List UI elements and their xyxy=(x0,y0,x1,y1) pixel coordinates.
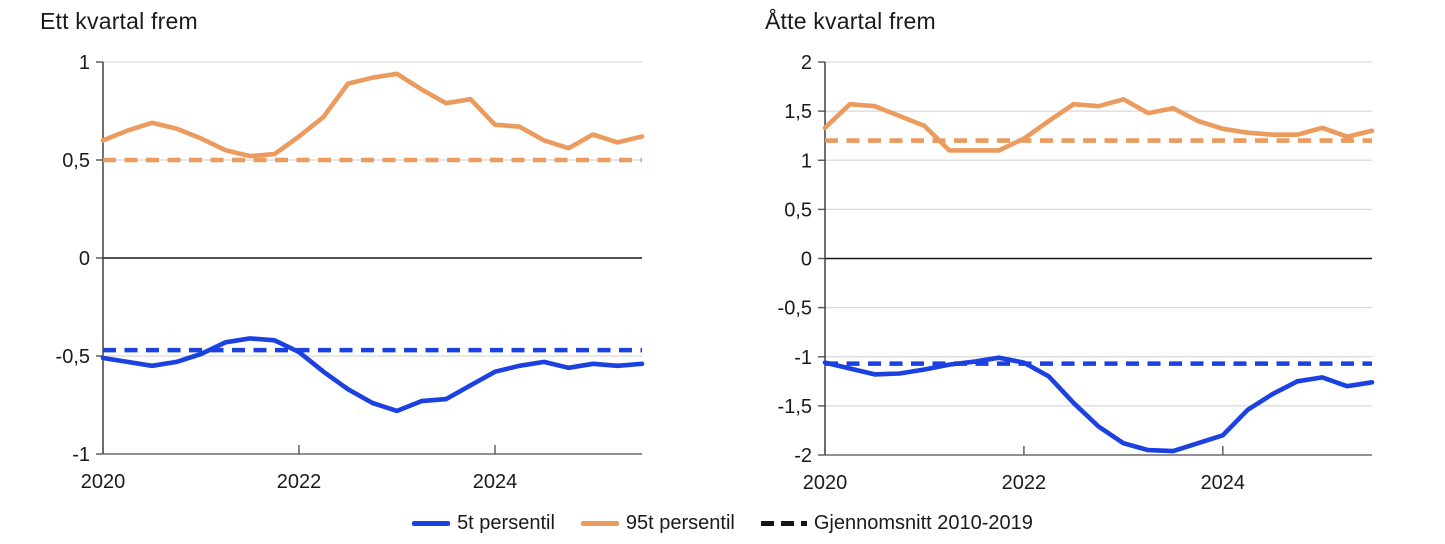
right-chart-title: Åtte kvartal frem xyxy=(765,8,936,34)
series-line-5t-persentil xyxy=(100,336,645,414)
y-axis-label: 0,5 xyxy=(62,150,90,172)
y-axis-label: -0,5 xyxy=(778,298,812,320)
left-chart: 1 0,5 0 -0,5 -1 2020 2022 2024 xyxy=(56,52,645,493)
y-axis-label: -1 xyxy=(72,444,90,466)
y-axis-label: -1,5 xyxy=(778,396,812,418)
blue-solid-line-icon xyxy=(412,521,451,526)
y-axis-label: 2 xyxy=(801,52,812,74)
x-axis-label: 2024 xyxy=(473,471,518,493)
legend-label: 5t persentil xyxy=(457,512,555,534)
legend-label: 95t persentil xyxy=(625,512,735,534)
legend: 5t persentil 95t persentil Gjennomsnitt … xyxy=(0,512,1445,535)
y-axis-label: 1,5 xyxy=(784,101,812,123)
y-axis-label: 1 xyxy=(79,52,90,74)
series-line-5t-persentil xyxy=(822,355,1375,454)
x-axis-label: 2024 xyxy=(1201,472,1246,494)
series-line-95t-persentil xyxy=(822,97,1375,153)
y-axis-label: 0 xyxy=(79,248,90,270)
y-axis-label: -2 xyxy=(794,445,812,467)
orange-solid-line-icon xyxy=(580,521,619,526)
y-axis-label: 0 xyxy=(801,249,812,271)
series-line-95t-persentil xyxy=(100,71,645,159)
right-chart: 2 1,5 1 0,5 0 -0,5 -1 -1,5 -2 2020 2022 2024 xyxy=(778,52,1375,494)
y-axis-label: -0,5 xyxy=(56,346,90,368)
legend-item-95t-persentil: 95t persentil xyxy=(580,512,735,535)
y-axis-label: 0,5 xyxy=(784,199,812,221)
left-chart-title: Ett kvartal frem xyxy=(40,8,198,34)
legend-label: Gjennomsnitt 2010-2019 xyxy=(813,512,1033,534)
x-axis-label: 2022 xyxy=(277,471,322,493)
legend-item-5t-persentil: 5t persentil xyxy=(412,512,555,535)
x-axis-label: 2020 xyxy=(81,471,126,493)
x-axis-label: 2020 xyxy=(803,472,848,494)
y-axis-label: -1 xyxy=(794,347,812,369)
y-axis-label: 1 xyxy=(801,150,812,172)
legend-item-gjennomsnitt: Gjennomsnitt 2010-2019 xyxy=(760,512,1033,535)
x-axis-label: 2022 xyxy=(1002,472,1047,494)
black-dashed-line-icon xyxy=(760,521,807,526)
